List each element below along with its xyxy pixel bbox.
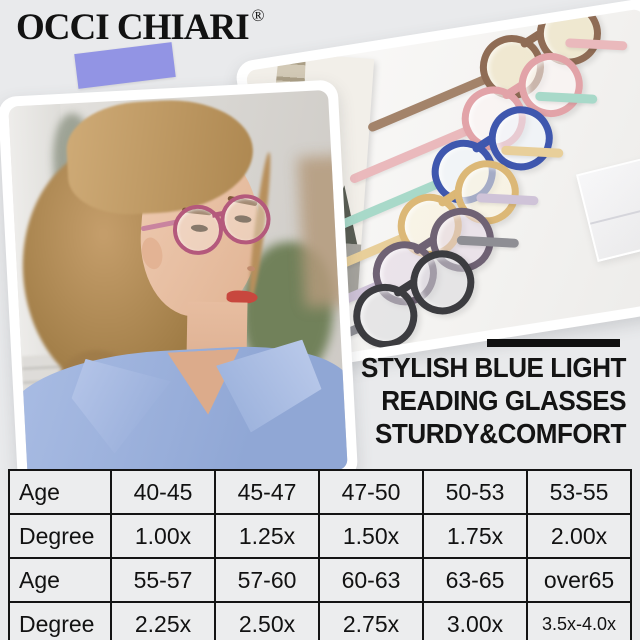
age-range-cell: 40-45 xyxy=(110,469,216,515)
age-range-cell: 55-57 xyxy=(110,557,216,603)
degree-cell: 1.75x xyxy=(422,513,528,559)
age-range-cell: 45-47 xyxy=(214,469,320,515)
age-range-cell: 47-50 xyxy=(318,469,424,515)
row-header-degree: Degree xyxy=(8,513,112,559)
degree-cell: 1.00x xyxy=(110,513,216,559)
table-row: Age 55-57 57-60 60-63 63-65 over65 xyxy=(8,557,632,603)
row-header-age: Age xyxy=(8,469,112,515)
temple-arm xyxy=(501,145,564,158)
row-header-degree: Degree xyxy=(8,601,112,640)
brand-name: OCCI CHIARI xyxy=(16,7,250,48)
age-range-cell: 63-65 xyxy=(422,557,528,603)
temple-arm xyxy=(476,193,539,206)
degree-cell: 3.5x-4.0x xyxy=(526,601,632,640)
headline: STYLISH BLUE LIGHT READING GLASSES STURD… xyxy=(360,352,627,450)
row-header-age: Age xyxy=(8,557,112,603)
wood-background xyxy=(297,155,348,308)
age-range-cell: over65 xyxy=(526,557,632,603)
acrylic-riser-block xyxy=(575,154,640,262)
temple-arm xyxy=(456,235,520,248)
temple-arm xyxy=(535,91,598,104)
brand-logo: OCCI CHIARI ® xyxy=(16,6,265,49)
divider-bar xyxy=(487,339,620,347)
headline-line: STYLISH BLUE LIGHT xyxy=(360,352,627,383)
age-degree-table: Age 40-45 45-47 47-50 50-53 53-55 Degree… xyxy=(8,469,632,640)
registered-trademark-symbol: ® xyxy=(251,6,265,25)
headline-line: STURDY&COMFORT xyxy=(375,417,626,449)
degree-cell: 1.50x xyxy=(318,513,424,559)
table-row: Degree 2.25x 2.50x 2.75x 3.00x 3.5x-4.0x xyxy=(8,601,632,640)
degree-cell: 2.75x xyxy=(318,601,424,640)
table-row: Degree 1.00x 1.25x 1.50x 1.75x 2.00x xyxy=(8,513,632,559)
age-range-cell: 60-63 xyxy=(318,557,424,603)
degree-cell: 3.00x xyxy=(422,601,528,640)
table-row: Age 40-45 45-47 47-50 50-53 53-55 xyxy=(8,469,632,515)
age-range-cell: 57-60 xyxy=(214,557,320,603)
portrait-scene xyxy=(8,89,348,487)
degree-cell: 2.00x xyxy=(526,513,632,559)
degree-cell: 2.50x xyxy=(214,601,320,640)
age-range-cell: 50-53 xyxy=(422,469,528,515)
degree-cell: 2.25x xyxy=(110,601,216,640)
headline-line: READING GLASSES xyxy=(381,384,626,416)
degree-cell: 1.25x xyxy=(214,513,320,559)
age-range-cell: 53-55 xyxy=(526,469,632,515)
model-photo xyxy=(0,79,359,497)
washi-tape-decoration xyxy=(74,42,176,89)
temple-arm xyxy=(565,38,628,51)
